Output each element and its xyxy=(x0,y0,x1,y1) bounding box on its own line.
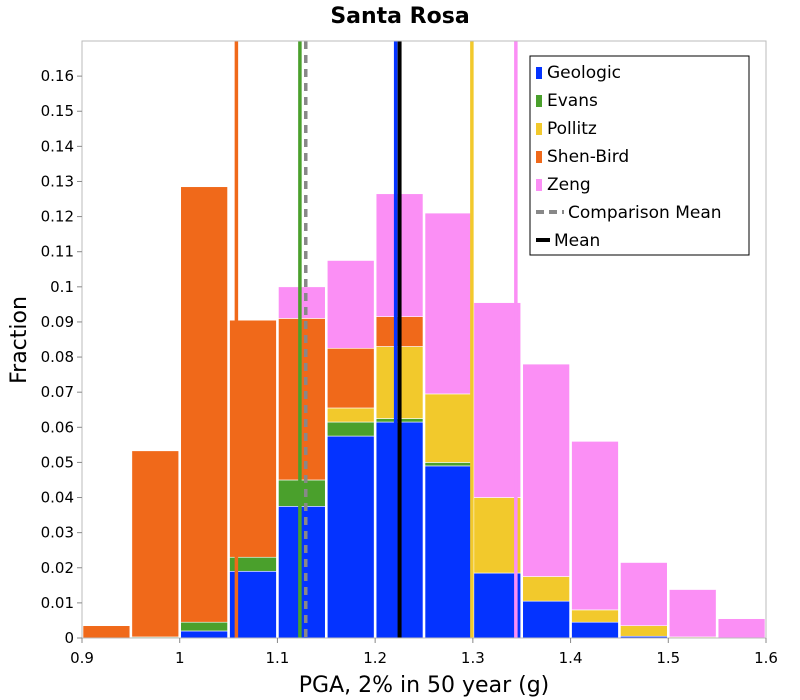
y-tick-label-16: 0.16 xyxy=(41,67,74,85)
bar-evans-7 xyxy=(424,462,473,467)
y-tick-label-2: 0.02 xyxy=(41,559,74,577)
y-tick-label-12: 0.12 xyxy=(41,208,74,226)
axis-ticks-layer: 0.9 1 1.1 1.2 1.3 1.4 1.5 1.6 0 0.01 0.02 0.03 0.04 0… xyxy=(41,67,778,667)
y-tick-label-8: 0.08 xyxy=(41,348,74,366)
x-tick-label-0: 0.9 xyxy=(70,649,94,667)
legend-label-zeng: Zeng xyxy=(547,175,591,195)
legend-label-comparison-mean: Comparison Mean xyxy=(568,203,722,223)
y-tick-label-0: 0 xyxy=(64,629,74,647)
bar-geologic-7 xyxy=(424,465,473,639)
y-tick-label-4: 0.04 xyxy=(41,489,74,507)
x-tick-label-3: 1.2 xyxy=(363,649,387,667)
plot-frame xyxy=(81,40,767,639)
mean-lines-layer xyxy=(234,41,518,638)
bar-zeng-9 xyxy=(522,363,570,577)
y-tick-label-10: 0.1 xyxy=(50,278,74,296)
bar-evans-2 xyxy=(180,621,228,632)
legend: Geologic Evans Pollitz Shen-Bird Zeng Compari… xyxy=(529,55,750,256)
bar-geologic-5 xyxy=(326,435,375,639)
y-tick-label-7: 0.07 xyxy=(41,383,74,401)
y-tick-label-13: 0.13 xyxy=(41,172,74,190)
y-tick-label-14: 0.14 xyxy=(41,137,74,155)
legend-swatch-pollitz xyxy=(536,123,542,135)
bar-geologic-2 xyxy=(180,630,228,639)
legend-swatch-evans xyxy=(536,95,542,107)
bar-zeng-13 xyxy=(717,618,766,639)
y-tick-label-9: 0.09 xyxy=(41,313,74,331)
bar-shen-bird-4 xyxy=(278,318,326,481)
bar-pollitz-8 xyxy=(473,497,522,574)
y-tick-label-3: 0.03 xyxy=(41,524,74,542)
bars-layer xyxy=(82,186,766,639)
legend-label-geologic: Geologic xyxy=(547,63,621,83)
y-tick-label-5: 0.05 xyxy=(41,453,74,471)
legend-swatch-zeng xyxy=(536,179,542,191)
y-tick-label-11: 0.11 xyxy=(41,243,74,261)
bar-zeng-8 xyxy=(473,302,522,498)
bar-zeng-10 xyxy=(571,441,619,611)
x-tick-label-1: 1 xyxy=(175,649,185,667)
legend-swatch-geologic xyxy=(536,67,542,79)
bar-shen-bird-2 xyxy=(180,186,228,623)
bar-shen-bird-5 xyxy=(326,347,375,409)
bar-shen-bird-0 xyxy=(82,625,131,639)
x-axis-label: PGA, 2% in 50 year (g) xyxy=(299,673,550,698)
y-axis-label: Fraction xyxy=(7,296,32,384)
y-tick-label-15: 0.15 xyxy=(41,102,74,120)
bar-zeng-12 xyxy=(668,589,717,638)
bar-zeng-4 xyxy=(278,286,326,319)
x-tick-label-4: 1.3 xyxy=(461,649,485,667)
bar-evans-4 xyxy=(278,479,326,507)
bar-pollitz-10 xyxy=(571,609,619,623)
chart-title: Santa Rosa xyxy=(330,4,469,29)
x-tick-label-6: 1.5 xyxy=(656,649,680,667)
bar-geologic-10 xyxy=(571,621,619,639)
bar-evans-5 xyxy=(326,421,375,437)
bar-pollitz-9 xyxy=(522,576,570,602)
bar-shen-bird-1 xyxy=(131,450,180,638)
bar-pollitz-11 xyxy=(620,625,668,637)
x-tick-label-2: 1.1 xyxy=(265,649,289,667)
bar-zeng-7 xyxy=(424,212,473,395)
bar-geologic-4 xyxy=(278,506,326,639)
bar-zeng-5 xyxy=(326,260,375,349)
y-tick-label-1: 0.01 xyxy=(41,594,74,612)
y-tick-label-6: 0.06 xyxy=(41,418,74,436)
bar-zeng-11 xyxy=(620,562,668,627)
legend-label-evans: Evans xyxy=(547,91,598,111)
bar-geologic-9 xyxy=(522,600,570,639)
legend-swatch-shen-bird xyxy=(536,151,542,163)
bar-pollitz-7 xyxy=(424,393,473,463)
bar-geologic-8 xyxy=(473,572,522,639)
legend-label-pollitz: Pollitz xyxy=(547,119,597,139)
legend-label-shen-bird: Shen-Bird xyxy=(547,147,629,167)
legend-label-mean: Mean xyxy=(554,231,600,251)
bar-pollitz-5 xyxy=(326,407,375,423)
x-tick-label-7: 1.6 xyxy=(754,649,778,667)
legend-box xyxy=(529,55,750,256)
x-tick-label-5: 1.4 xyxy=(559,649,583,667)
